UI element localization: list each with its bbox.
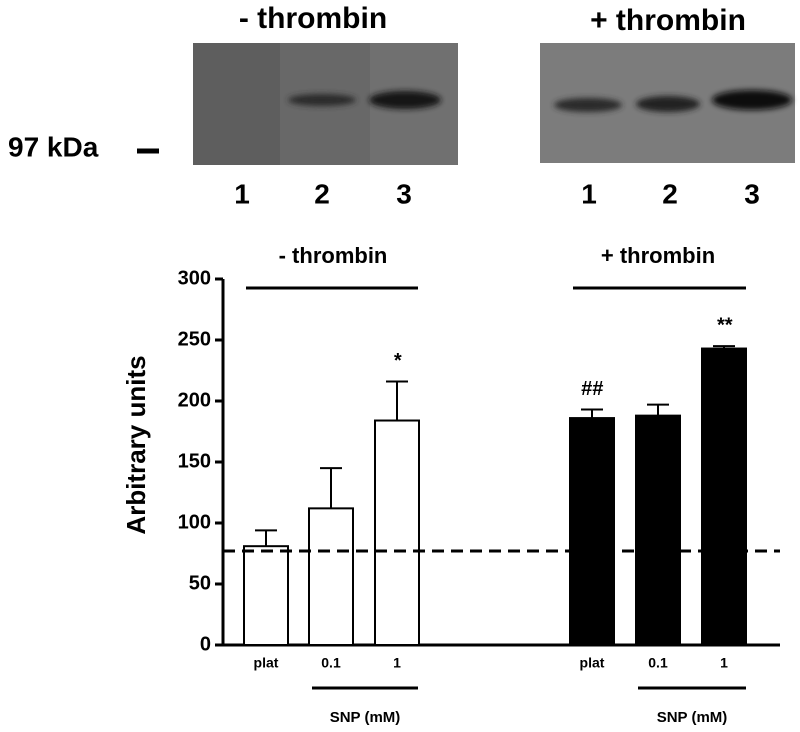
marker-label: 97 kDa [8, 131, 99, 162]
lane-label: 1 [581, 178, 597, 209]
bar [635, 414, 681, 647]
group-label: + thrombin [601, 243, 715, 268]
annotation: * [393, 350, 402, 372]
sublabel: SNP (mM) [657, 709, 728, 726]
y-tick-label: 300 [178, 267, 211, 289]
y-tick-label: 150 [178, 450, 211, 472]
bar [243, 545, 289, 646]
bar [374, 419, 420, 646]
y-tick-label: 200 [178, 389, 211, 411]
annotation: ** [716, 314, 733, 336]
y-axis-label: Arbitrary units [121, 355, 151, 534]
x-tick-label: 1 [720, 655, 728, 671]
group-label: - thrombin [279, 243, 388, 268]
y-tick-label: 250 [178, 328, 211, 350]
annotation: ## [581, 378, 604, 400]
bar [701, 347, 747, 646]
lane-label: 3 [396, 178, 412, 209]
blot-title: - thrombin [239, 2, 387, 35]
y-tick-label: 50 [189, 572, 211, 594]
lane-label: 3 [744, 178, 760, 209]
x-tick-label: plat [580, 655, 605, 671]
sublabel: SNP (mM) [330, 709, 401, 726]
blot-right [540, 43, 795, 163]
bar [569, 417, 615, 646]
x-tick-label: plat [254, 655, 279, 671]
blot-title: + thrombin [590, 4, 746, 37]
blot-left [193, 43, 458, 165]
lane-label: 2 [662, 178, 678, 209]
lane-label: 1 [234, 178, 250, 209]
bar [308, 507, 354, 646]
y-tick-label: 100 [178, 511, 211, 533]
x-tick-label: 0.1 [648, 655, 668, 671]
y-tick-label: 0 [200, 633, 211, 655]
lane-label: 2 [314, 178, 330, 209]
x-tick-label: 0.1 [321, 655, 341, 671]
x-tick-label: 1 [393, 655, 401, 671]
